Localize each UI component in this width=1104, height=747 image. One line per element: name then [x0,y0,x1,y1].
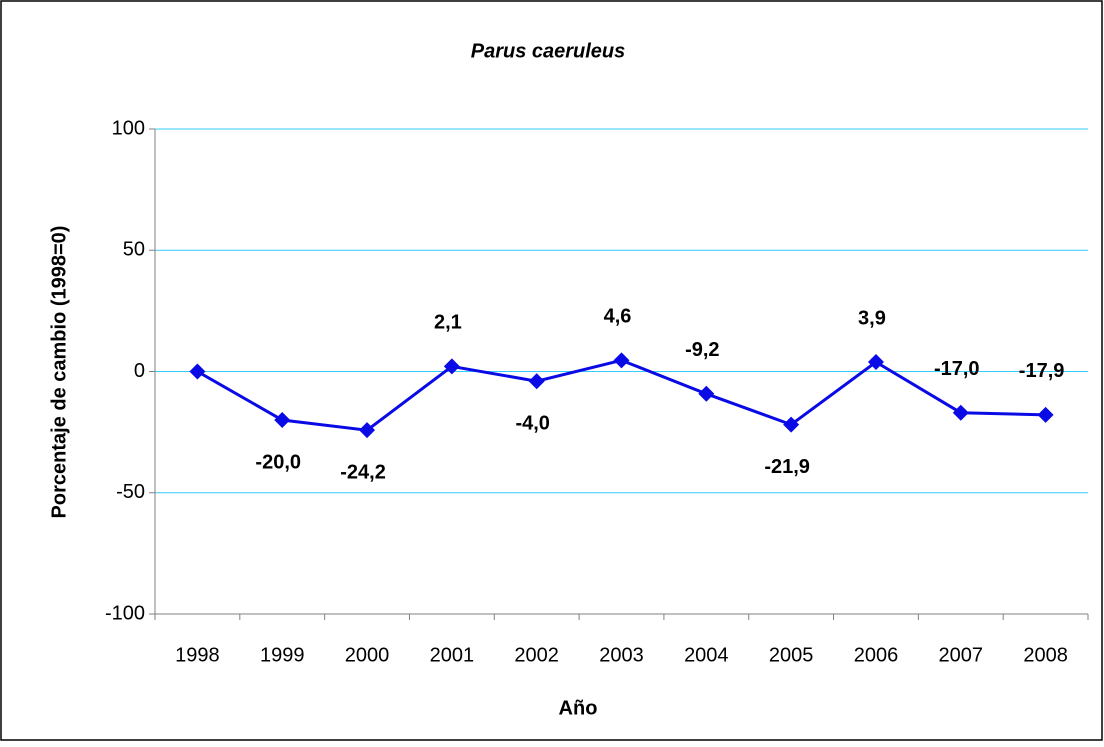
data-label: 3,9 [858,307,886,329]
y-tick-label: 0 [134,360,145,382]
data-point [443,358,460,375]
data-point [867,354,884,371]
x-tick-label: 2004 [684,644,729,666]
y-tick-label: -100 [105,602,145,624]
data-point [189,363,206,380]
data-label: -21,9 [764,456,810,478]
data-point [1037,406,1054,423]
chart-title: Parus caeruleus [471,40,626,62]
x-tick-label: 2007 [939,644,984,666]
x-tick-label: 2008 [1023,644,1068,666]
data-point [613,352,630,369]
data-label: 2,1 [434,312,462,334]
x-tick-label: 1999 [260,644,305,666]
data-point [698,385,715,402]
x-tick-label: 2000 [345,644,390,666]
x-tick-label: 1998 [175,644,220,666]
x-tick-label: 2003 [599,644,644,666]
x-tick-label: 2002 [514,644,559,666]
x-axis-label: Año [559,697,598,719]
y-tick-label: 100 [112,117,145,139]
data-label: -20,0 [255,451,301,473]
y-tick-label: -50 [116,481,145,503]
data-point [952,404,969,421]
data-label: -17,0 [934,358,980,380]
data-label: 4,6 [604,306,632,328]
data-point [274,412,291,428]
y-axis-label: Porcentaje de cambio (1998=0) [48,226,70,519]
data-point [783,416,800,433]
data-point [359,422,376,439]
data-label: -4,0 [515,412,549,434]
data-point [528,373,545,390]
data-label: -24,2 [340,461,386,483]
data-label: -17,9 [1019,360,1065,382]
y-tick-label: 50 [123,239,145,261]
data-label: -9,2 [685,339,719,361]
x-tick-label: 2005 [769,644,814,666]
x-tick-label: 2001 [430,644,475,666]
x-tick-label: 2006 [854,644,899,666]
